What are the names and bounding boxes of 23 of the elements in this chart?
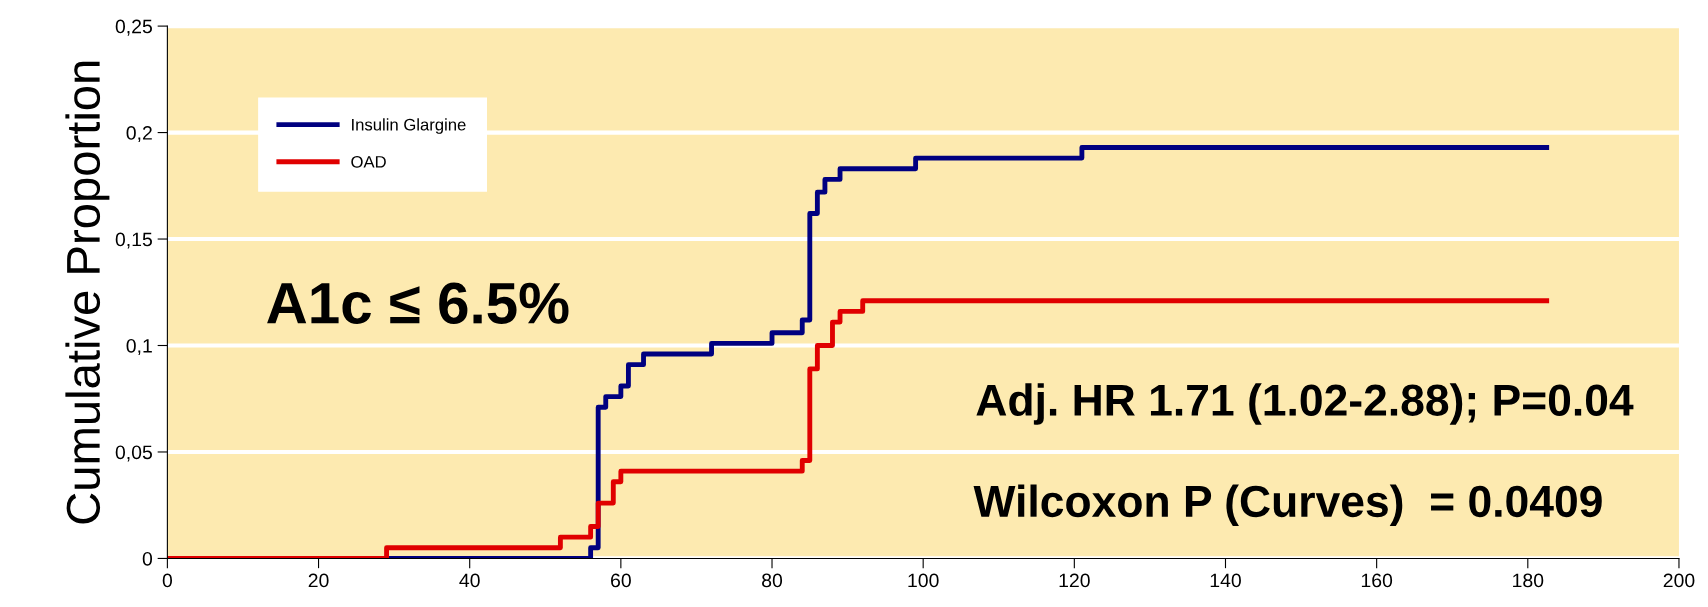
- legend-label: Insulin Glargine: [352, 118, 466, 134]
- y-tick-label: 0,25: [115, 19, 152, 36]
- x-tick-label: 140: [1210, 573, 1241, 588]
- y-tick-label: 0,1: [126, 338, 152, 356]
- x-tick-label: 160: [1361, 573, 1393, 588]
- x-tick-label: 0: [162, 573, 173, 588]
- y-axis-title: Cumulative Proportion: [65, 61, 110, 524]
- annotation: A1c ≤ 6.5%: [267, 282, 569, 324]
- y-tick-label: 0,15: [115, 232, 152, 249]
- y-tick-label: 0,2: [126, 126, 152, 143]
- annotation: Adj. HR 1.71 (1.02-2.88); P=0.04: [976, 383, 1634, 425]
- x-tick-label: 180: [1513, 573, 1544, 588]
- x-tick-label: 120: [1059, 573, 1090, 588]
- x-tick-label: 60: [611, 573, 631, 588]
- x-tick-label: 20: [308, 573, 329, 588]
- x-tick-label: 200: [1663, 573, 1695, 588]
- y-tick-label: 0,05: [115, 445, 152, 462]
- x-tick-label: 80: [762, 573, 783, 588]
- y-tick-label: 0: [142, 551, 153, 566]
- legend-label: OAD: [351, 155, 386, 168]
- x-tick-label: 100: [908, 573, 939, 588]
- annotation: Wilcoxon P (Curves) = 0.0409: [973, 484, 1602, 526]
- x-tick-label: 40: [459, 573, 480, 588]
